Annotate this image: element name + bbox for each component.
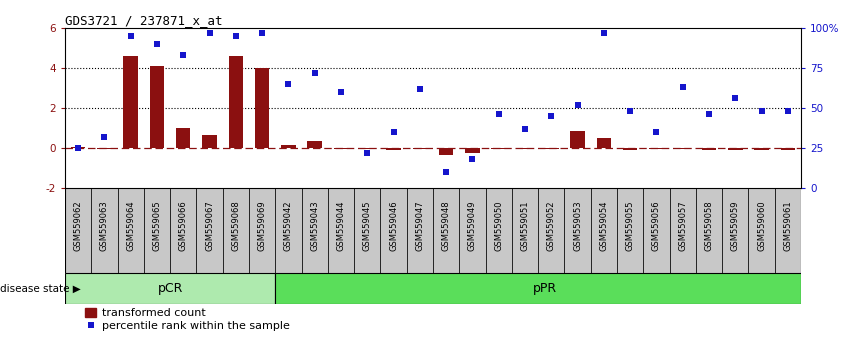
Text: GSM559057: GSM559057 bbox=[678, 200, 688, 251]
Text: GSM559061: GSM559061 bbox=[784, 200, 792, 251]
Bar bbox=[643, 188, 669, 273]
Bar bbox=[176, 128, 191, 148]
Bar bbox=[459, 188, 486, 273]
Bar bbox=[71, 147, 86, 148]
Bar bbox=[538, 188, 565, 273]
Bar bbox=[197, 188, 223, 273]
Text: GSM559054: GSM559054 bbox=[599, 200, 609, 251]
Text: GSM559063: GSM559063 bbox=[100, 200, 109, 251]
Bar bbox=[223, 188, 249, 273]
Bar bbox=[518, 148, 533, 149]
Bar bbox=[328, 188, 354, 273]
Bar bbox=[650, 148, 663, 149]
Text: pCR: pCR bbox=[158, 282, 183, 295]
Text: GSM559056: GSM559056 bbox=[652, 200, 661, 251]
Text: pPR: pPR bbox=[533, 282, 557, 295]
Bar bbox=[124, 56, 138, 148]
Bar bbox=[754, 148, 769, 150]
Bar bbox=[203, 135, 216, 148]
Bar bbox=[354, 188, 380, 273]
Text: GSM559050: GSM559050 bbox=[494, 200, 503, 251]
Bar bbox=[439, 148, 454, 155]
Bar bbox=[701, 148, 716, 150]
Bar bbox=[728, 148, 742, 150]
Text: GSM559064: GSM559064 bbox=[126, 200, 135, 251]
Bar bbox=[722, 188, 748, 273]
Text: GSM559048: GSM559048 bbox=[442, 200, 450, 251]
Bar bbox=[465, 148, 480, 153]
Text: GSM559044: GSM559044 bbox=[337, 200, 346, 251]
Bar bbox=[360, 148, 374, 149]
Text: GSM559052: GSM559052 bbox=[546, 200, 556, 251]
Bar bbox=[380, 188, 407, 273]
Bar bbox=[170, 188, 197, 273]
Bar bbox=[591, 188, 617, 273]
Bar bbox=[492, 148, 506, 149]
Text: GSM559065: GSM559065 bbox=[152, 200, 161, 251]
Text: GSM559069: GSM559069 bbox=[257, 200, 267, 251]
Bar bbox=[675, 148, 690, 149]
Text: GSM559067: GSM559067 bbox=[205, 200, 214, 251]
Bar bbox=[65, 188, 91, 273]
Text: GSM559062: GSM559062 bbox=[74, 200, 82, 251]
Text: disease state ▶: disease state ▶ bbox=[0, 284, 81, 293]
Text: GSM559055: GSM559055 bbox=[625, 200, 635, 251]
Text: GSM559043: GSM559043 bbox=[310, 200, 320, 251]
Bar bbox=[249, 188, 275, 273]
Bar bbox=[275, 188, 301, 273]
Bar bbox=[386, 148, 401, 150]
Bar bbox=[275, 273, 801, 304]
Bar bbox=[255, 68, 269, 148]
Bar bbox=[301, 188, 328, 273]
Bar bbox=[307, 141, 322, 148]
Text: GSM559053: GSM559053 bbox=[573, 200, 582, 251]
Bar bbox=[144, 188, 170, 273]
Text: GSM559059: GSM559059 bbox=[731, 200, 740, 251]
Text: GSM559060: GSM559060 bbox=[757, 200, 766, 251]
Text: GSM559051: GSM559051 bbox=[520, 200, 529, 251]
Bar bbox=[669, 188, 696, 273]
Bar bbox=[696, 188, 722, 273]
Legend: transformed count, percentile rank within the sample: transformed count, percentile rank withi… bbox=[85, 308, 290, 331]
Text: GSM559045: GSM559045 bbox=[363, 200, 372, 251]
Bar bbox=[748, 188, 775, 273]
Bar bbox=[281, 145, 295, 148]
Bar bbox=[780, 148, 795, 150]
Bar bbox=[229, 56, 243, 148]
Text: GSM559042: GSM559042 bbox=[284, 200, 293, 251]
Text: GSM559058: GSM559058 bbox=[705, 200, 714, 251]
Text: GSM559049: GSM559049 bbox=[468, 200, 477, 251]
Bar bbox=[775, 188, 801, 273]
Text: GSM559047: GSM559047 bbox=[416, 200, 424, 251]
Bar bbox=[97, 148, 112, 149]
Bar bbox=[597, 138, 611, 148]
Bar bbox=[565, 188, 591, 273]
Text: GSM559066: GSM559066 bbox=[178, 200, 188, 251]
Bar bbox=[412, 148, 427, 149]
Text: GDS3721 / 237871_x_at: GDS3721 / 237871_x_at bbox=[65, 14, 223, 27]
Bar bbox=[512, 188, 538, 273]
Text: GSM559046: GSM559046 bbox=[389, 200, 398, 251]
Bar bbox=[65, 273, 275, 304]
Bar bbox=[91, 188, 118, 273]
Bar bbox=[623, 148, 637, 150]
Text: GSM559068: GSM559068 bbox=[231, 200, 241, 251]
Bar bbox=[118, 188, 144, 273]
Bar bbox=[407, 188, 433, 273]
Bar bbox=[617, 188, 643, 273]
Bar bbox=[544, 148, 559, 149]
Bar bbox=[333, 148, 348, 149]
Bar bbox=[571, 131, 585, 148]
Bar bbox=[486, 188, 512, 273]
Bar bbox=[150, 66, 165, 148]
Bar bbox=[433, 188, 459, 273]
